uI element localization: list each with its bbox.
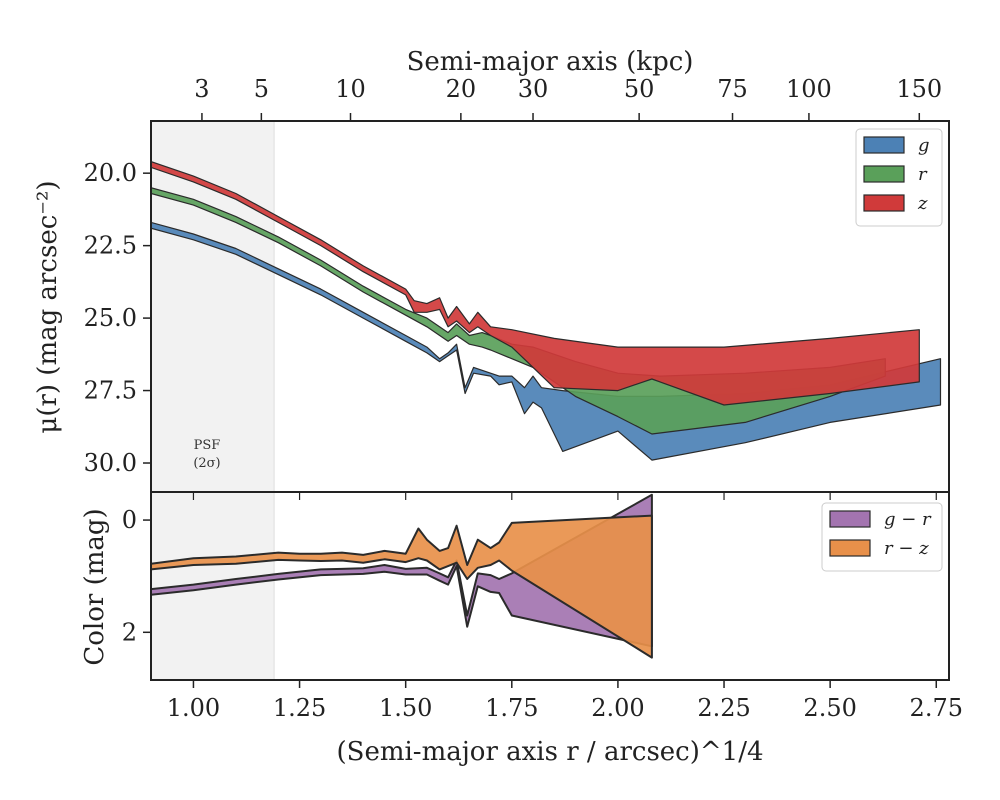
top-x-tick-label: 5 (254, 75, 269, 103)
psf-label-line: (2σ) (193, 456, 220, 471)
legend-swatch (863, 136, 905, 154)
x-tick-label: 2.00 (591, 694, 644, 722)
x-tick-label: 2.75 (910, 694, 963, 722)
band-z-top (151, 161, 920, 406)
series-group (151, 161, 942, 461)
legend-label: r − z (884, 538, 929, 559)
top-x-tick-label: 3 (194, 75, 209, 103)
y-tick-label: 0 (122, 506, 137, 534)
x-tick-label: 1.50 (379, 694, 432, 722)
band-rz-bottom (151, 514, 653, 659)
y-tick-label: 27.5 (84, 377, 137, 405)
y-tick-label: 30.0 (84, 449, 137, 477)
y-tick-label: 2 (122, 618, 137, 646)
x-tick-label: 1.25 (273, 694, 326, 722)
top-x-tick-label: 50 (624, 75, 655, 103)
band-gr-bottom (151, 493, 653, 648)
legend-swatch (829, 510, 871, 528)
top-panel-y-label: μ(r) (mag arcsec⁻²) (33, 180, 63, 433)
top-x-tick-label: 150 (896, 75, 942, 103)
x-tick-label: 2.50 (803, 694, 856, 722)
legend-label: r (918, 164, 928, 185)
text-layer: PSF (2σ) 20.0 22.5 25.0 27.5 30.0 0 2 1.00 1.25 1.5… (84, 75, 963, 722)
psf-label-line: PSF (194, 438, 221, 453)
x-tick-label: 1.75 (485, 694, 538, 722)
bottom-axis-label: (Semi-major axis r / arcsec)^1/4 (336, 737, 763, 767)
top-x-tick-label: 20 (446, 75, 477, 103)
legend-swatch (863, 165, 905, 183)
top-x-tick-label: 100 (786, 75, 832, 103)
top-x-tick-label: 75 (717, 75, 748, 103)
y-tick-label: 20.0 (84, 159, 137, 187)
legend-label: g − r (884, 509, 932, 530)
legend-swatch (829, 539, 871, 557)
bottom-panel-frame (150, 491, 950, 681)
top-x-tick-label: 30 (518, 75, 549, 103)
legend-label: z (917, 193, 928, 214)
y-tick-label: 25.0 (84, 304, 137, 332)
top-x-tick-label: 10 (335, 75, 366, 103)
legend-swatch (863, 194, 905, 212)
x-tick-label: 2.25 (697, 694, 750, 722)
y-tick-label: 22.5 (84, 232, 137, 260)
data-layer (151, 161, 942, 659)
x-tick-label: 1.00 (167, 694, 220, 722)
psf-shaded-region (151, 121, 275, 492)
top-axis-label: Semi-major axis (kpc) (407, 47, 694, 77)
series-group (151, 493, 653, 659)
axes-layer (143, 113, 950, 688)
bottom-panel-y-label: Color (mag) (80, 508, 110, 665)
legend-label: g (918, 135, 930, 156)
